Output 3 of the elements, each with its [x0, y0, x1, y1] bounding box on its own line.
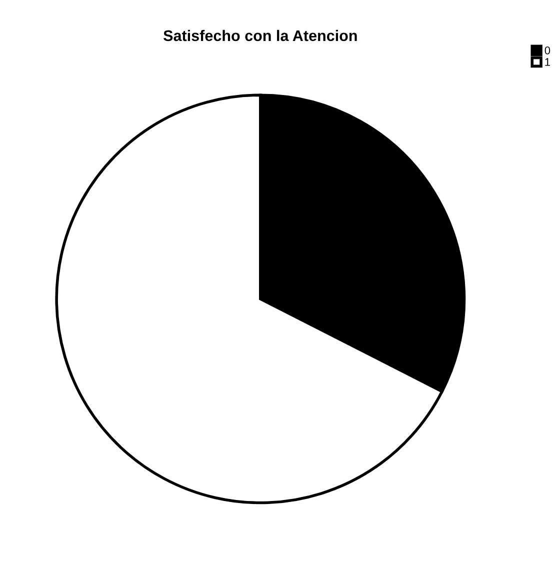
legend-label: 0 — [544, 46, 550, 54]
chart-title: Satisfecho con la Atencion — [164, 30, 357, 42]
legend-label: 1 — [545, 58, 550, 66]
